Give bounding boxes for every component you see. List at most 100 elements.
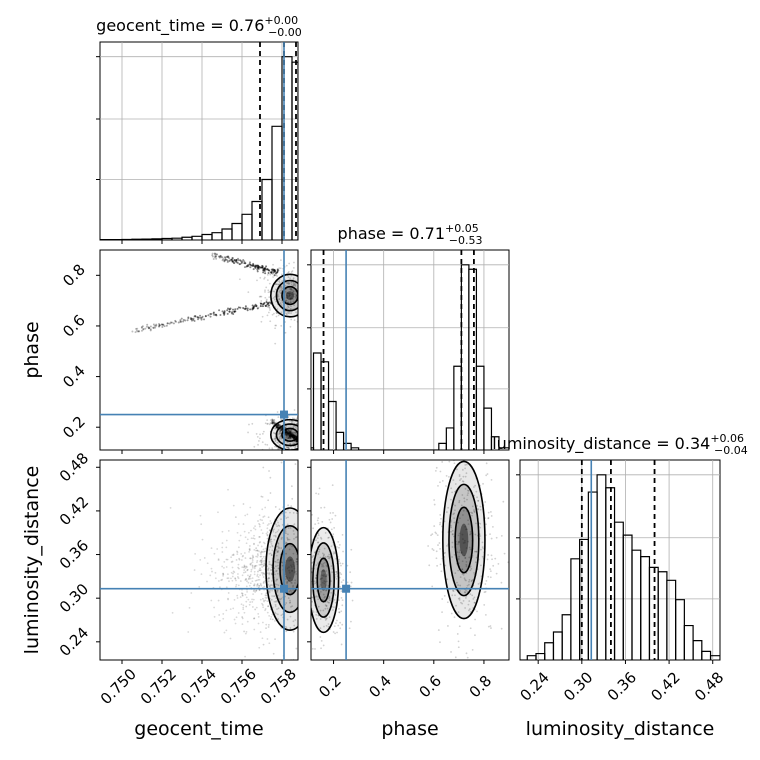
sample-point <box>273 419 276 422</box>
sample-point <box>215 313 218 316</box>
sample-point <box>300 289 302 291</box>
sample-point <box>306 520 308 522</box>
sample-point <box>453 460 455 462</box>
sample-point <box>276 530 279 533</box>
sample-point <box>450 498 452 501</box>
sample-point <box>290 581 292 584</box>
sample-point <box>251 577 254 580</box>
sample-point <box>135 327 138 330</box>
sample-point <box>293 533 295 535</box>
sample-point <box>457 558 460 561</box>
sample-point <box>231 260 234 263</box>
sample-point <box>350 581 353 584</box>
sample-point <box>287 436 290 439</box>
sample-point <box>270 598 273 601</box>
sample-point <box>272 529 274 532</box>
sample-point <box>194 315 197 318</box>
sample-point <box>460 552 463 554</box>
sample-point <box>265 594 268 597</box>
sample-point <box>467 609 470 612</box>
sample-point <box>253 527 255 530</box>
sample-point <box>273 560 276 563</box>
sample-point <box>294 432 296 434</box>
sample-point <box>323 573 325 576</box>
sample-point <box>335 571 338 573</box>
sample-point <box>290 281 293 284</box>
sample-point <box>245 265 248 268</box>
sample-point <box>268 447 271 450</box>
sample-point <box>271 420 274 423</box>
sample-point <box>307 662 309 664</box>
sample-point <box>241 260 244 263</box>
sample-point <box>284 331 287 334</box>
sample-point <box>179 320 182 323</box>
sample-point <box>453 517 456 520</box>
sample-point <box>290 505 293 508</box>
sample-point <box>225 258 228 261</box>
sample-point <box>260 495 263 498</box>
sample-point <box>244 655 246 658</box>
sample-point <box>219 586 221 589</box>
sample-point <box>469 611 472 613</box>
sample-point <box>253 570 256 573</box>
sample-point <box>274 427 277 430</box>
x-tick-label: 0.36 <box>604 668 640 704</box>
sample-point <box>267 499 270 502</box>
sample-point <box>228 308 231 311</box>
sample-point <box>270 540 273 543</box>
sample-point <box>214 571 217 574</box>
sample-point <box>311 567 313 570</box>
sample-point <box>350 548 353 551</box>
sample-point <box>319 536 322 539</box>
sample-point <box>273 290 276 293</box>
sample-point <box>221 256 224 259</box>
sample-point <box>192 317 195 320</box>
sample-point <box>265 298 268 301</box>
sample-point <box>276 559 279 562</box>
sample-point <box>223 310 226 313</box>
contour-line <box>265 507 298 631</box>
sample-point <box>269 476 272 479</box>
sample-point <box>251 264 254 267</box>
sample-point <box>315 577 317 580</box>
contour-line <box>311 526 340 634</box>
sample-point <box>163 325 166 328</box>
sample-point <box>278 444 281 446</box>
sample-point <box>237 577 240 580</box>
sample-point <box>293 565 295 567</box>
sample-point <box>286 430 289 433</box>
sample-point <box>255 549 257 552</box>
sample-point <box>305 452 307 454</box>
sample-point <box>306 276 308 278</box>
sample-point <box>289 434 292 437</box>
sample-point <box>313 551 316 554</box>
sample-point <box>259 540 262 543</box>
sample-point <box>304 581 306 583</box>
sample-point <box>194 314 197 317</box>
sample-point <box>281 280 283 283</box>
sample-point <box>302 529 304 531</box>
sample-point <box>464 487 467 490</box>
sample-point <box>451 533 454 536</box>
sample-point <box>243 552 246 554</box>
diag-panel-phase: phase = 0.71+0.05 −0.53 <box>307 222 510 454</box>
sample-point <box>268 453 270 455</box>
sample-point <box>292 293 295 295</box>
sample-point <box>458 499 461 502</box>
sample-point <box>204 315 207 318</box>
sample-point <box>350 620 352 623</box>
sample-point <box>274 427 277 430</box>
sample-point <box>241 623 244 626</box>
sample-point <box>264 422 267 425</box>
sample-point <box>255 564 258 567</box>
sample-point <box>237 573 239 575</box>
sample-point <box>307 578 309 580</box>
sample-point <box>308 298 310 300</box>
sample-point <box>209 315 212 318</box>
sample-point <box>212 311 215 314</box>
sample-point <box>305 448 307 450</box>
sample-point <box>293 409 296 411</box>
sample-point <box>459 479 461 482</box>
x-tick-label: 0.24 <box>516 668 552 704</box>
sample-point <box>266 638 269 640</box>
